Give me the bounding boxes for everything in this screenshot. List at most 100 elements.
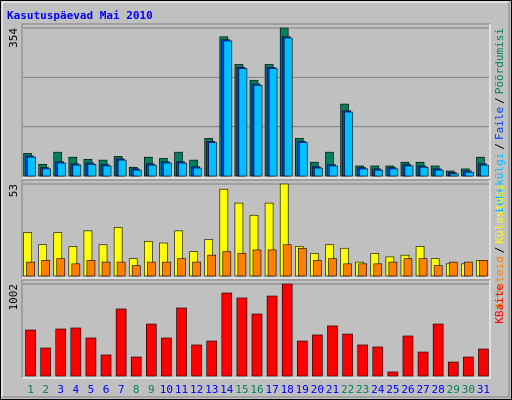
y-tick-label: 53 [7,184,20,197]
bar [42,168,51,177]
bar [465,171,474,177]
bar [344,111,353,177]
bar [343,263,352,277]
x-tick-label: 15 [235,383,248,396]
bar [148,164,157,177]
bar [222,251,232,277]
bar [26,261,35,277]
bar [464,261,473,277]
bar [56,258,66,277]
x-tick-label: 24 [371,383,385,396]
bar [327,325,338,377]
bar [86,260,96,277]
bar [329,165,338,177]
bar [57,162,67,177]
x-tick-label: 1 [27,383,34,396]
x-tick-label: 26 [401,383,414,396]
bar [176,307,187,377]
bar [342,333,353,377]
bar [283,37,293,177]
bar [388,261,398,277]
x-tick-label: 8 [133,383,140,396]
bar [87,163,97,177]
bar [71,263,81,277]
bar [372,346,384,377]
bar [268,68,278,177]
bar [193,167,202,177]
bar [236,297,248,377]
x-tick-label: 22 [341,383,354,396]
panel-frame [22,180,491,279]
x-tick-label: 28 [432,383,445,396]
legend-label: KBaite [493,284,506,324]
bar [313,260,322,277]
bar [417,351,429,377]
bar [132,169,142,177]
bar [328,258,337,277]
bar [25,329,36,377]
legend-label: Arvuteid [493,256,506,309]
panel-frame [22,280,491,379]
bar [85,337,97,377]
bar [146,323,157,377]
bar [282,244,292,277]
bar [117,159,127,177]
legend-label: Pöördumisi [493,28,506,94]
bar [432,323,444,377]
bar [374,169,384,177]
bar [281,283,293,377]
bar [478,348,489,377]
legend-separator: / [493,143,506,150]
bar [130,356,142,377]
bar [27,156,36,177]
x-tick-label: 3 [57,383,64,396]
bar [419,166,429,177]
panel-frame [22,24,491,179]
chart-title: Kasutuspäevad Mai 2010 [7,9,153,22]
x-tick-label: 7 [118,383,125,396]
bar [296,340,308,377]
bar [449,173,459,177]
bar [101,261,111,277]
bar [479,260,488,277]
bar [178,162,187,177]
x-tick-label: 10 [160,383,173,396]
x-tick-label: 27 [416,383,429,396]
bar [191,344,202,377]
bar [192,261,201,277]
x-tick-label: 23 [356,383,369,396]
legend-separator: / [493,247,506,254]
legend-label: Lehekülgi [493,153,506,213]
x-tick-label: 13 [205,383,218,396]
bar [312,334,323,377]
bar [448,261,458,277]
bar [70,327,82,377]
bar [314,167,323,177]
y-tick-label: 354 [7,28,20,48]
bar [147,261,156,277]
x-tick-label: 21 [326,383,339,396]
x-tick-label: 2 [42,383,49,396]
bar [480,164,489,177]
bar [100,354,112,377]
x-tick-label: 30 [462,383,475,396]
bar [358,263,367,277]
bar [238,68,248,177]
bar [251,313,263,377]
x-tick-label: 18 [281,383,294,396]
x-tick-label: 14 [220,383,234,396]
bar [389,168,399,177]
panel-frame [21,279,490,378]
x-tick-label: 17 [265,383,278,396]
x-tick-label: 11 [175,383,188,396]
panel-frame [21,23,490,178]
bar [237,253,247,277]
x-tick-label: 6 [103,383,110,396]
x-tick-label: 25 [386,383,399,396]
bar [463,356,474,377]
bar [434,169,444,177]
x-tick-label: 29 [447,383,460,396]
